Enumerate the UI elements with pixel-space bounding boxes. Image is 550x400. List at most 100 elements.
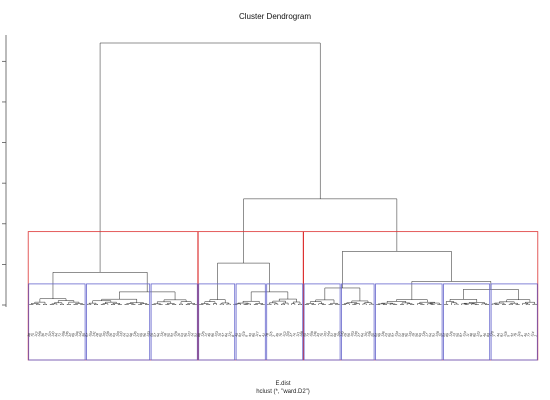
leaf-label: 56 bbox=[414, 332, 419, 337]
leaf-label: 4 bbox=[258, 334, 262, 337]
leaf-label: 47 bbox=[221, 332, 226, 337]
leaf-label: 35 bbox=[302, 332, 307, 337]
leaf-label: 100 bbox=[115, 331, 120, 338]
leaf-label: 45 bbox=[234, 332, 239, 337]
leaf-label: 124 bbox=[462, 331, 467, 338]
leaf-label: 53 bbox=[180, 332, 185, 337]
leaf-label: 82 bbox=[238, 332, 243, 337]
leaf-label: 132 bbox=[408, 331, 413, 338]
leaf-label: 57 bbox=[153, 332, 158, 337]
leaf-label: 91 bbox=[431, 332, 436, 337]
leaf-label: 119 bbox=[241, 331, 246, 337]
leaf-label: 105 bbox=[336, 331, 341, 338]
leaf-label: 29 bbox=[343, 332, 348, 337]
leaf-label: 141 bbox=[91, 331, 96, 338]
leaf-label: 143 bbox=[78, 331, 83, 338]
leaf-label: 12 bbox=[204, 332, 209, 337]
leaf-label: 145 bbox=[64, 331, 69, 338]
leaf-label: 68 bbox=[333, 332, 338, 337]
leaf-label: 95 bbox=[404, 332, 409, 337]
leaf-label: 135 bbox=[132, 331, 137, 338]
leaf-label: 148 bbox=[299, 331, 304, 338]
leaf-label: 3 bbox=[520, 334, 524, 337]
leaf-label: 15 bbox=[438, 332, 443, 337]
leaf-label: 101 bbox=[363, 331, 368, 338]
leaf-label: 71 bbox=[57, 332, 62, 337]
leaf-label: 77 bbox=[527, 332, 532, 337]
leaf-label: 32 bbox=[68, 332, 73, 337]
leaf-label: 42 bbox=[510, 332, 515, 337]
leaf-label: 117 bbox=[255, 331, 260, 337]
leaf-label: 130 bbox=[421, 331, 426, 338]
leaf-label: 86 bbox=[210, 332, 215, 337]
leaf-label: 16 bbox=[176, 332, 181, 337]
leaf-label: 50 bbox=[455, 332, 460, 337]
leaf-label: 137 bbox=[119, 331, 124, 338]
leaf-label: 48 bbox=[469, 332, 474, 337]
leaf-label: 115 bbox=[268, 331, 273, 337]
leaf-label: 120 bbox=[489, 331, 494, 338]
leaf-label: 72 bbox=[306, 332, 311, 337]
cluster-rect-k3 bbox=[303, 231, 539, 361]
leaf-label: 84 bbox=[224, 332, 229, 337]
leaf-label: 74 bbox=[292, 332, 297, 337]
leaf-label: 36 bbox=[40, 332, 45, 337]
leaf-label: 85 bbox=[472, 332, 477, 337]
leaf-label: 38 bbox=[27, 332, 32, 337]
leaf-label: 55 bbox=[166, 332, 171, 337]
leaf-label: 17 bbox=[425, 332, 430, 337]
cluster-rectangles bbox=[27, 231, 539, 361]
leaf-label: 40 bbox=[523, 332, 528, 337]
leaf-label: 150 bbox=[285, 331, 290, 338]
leaf-label: 66 bbox=[346, 332, 351, 337]
leaf-label: 33 bbox=[316, 332, 321, 337]
cluster-rect-k3 bbox=[197, 231, 304, 361]
cluster-rect-k12 bbox=[375, 283, 443, 361]
leaf-label: 75 bbox=[30, 332, 35, 337]
leaf-label: 83 bbox=[486, 332, 491, 337]
leaf-label: 123 bbox=[214, 331, 219, 338]
leaf-label: 11 bbox=[465, 333, 470, 338]
leaf-label: 39 bbox=[275, 332, 280, 337]
leaf-label: 103 bbox=[350, 331, 355, 338]
cluster-rect-k12 bbox=[490, 283, 538, 361]
leaf-label: 73 bbox=[44, 332, 49, 337]
leaf-label: 127 bbox=[187, 331, 192, 338]
leaf-label: 43 bbox=[248, 332, 253, 337]
leaf-label: 28 bbox=[95, 332, 100, 337]
leaf-label: 30 bbox=[81, 332, 86, 337]
leaf-label: 54 bbox=[428, 332, 433, 337]
leaf-label: 107 bbox=[323, 331, 328, 338]
leaf-label: 146 bbox=[312, 331, 317, 338]
y-axis bbox=[2, 35, 7, 307]
leaf-label: 89 bbox=[445, 332, 450, 337]
leaf-label: 80 bbox=[251, 332, 256, 337]
leaf-label: 98 bbox=[129, 332, 134, 337]
leaf-label: 121 bbox=[227, 331, 232, 338]
leaf-label: 138 bbox=[367, 331, 372, 338]
leaf-label: 142 bbox=[340, 331, 345, 338]
leaf-label: 108 bbox=[61, 331, 66, 338]
leaf-label: 147 bbox=[51, 331, 56, 338]
cluster-rect-k12 bbox=[443, 283, 491, 361]
leaf-label: 61 bbox=[125, 332, 130, 337]
leaf-label: 21 bbox=[397, 332, 402, 337]
leaf-label: 81 bbox=[499, 332, 504, 337]
leaf-label: 49 bbox=[207, 332, 212, 337]
leaf-label: 125 bbox=[200, 331, 205, 338]
leaf-label: 22 bbox=[136, 332, 141, 337]
leaf-label: 87 bbox=[459, 332, 464, 337]
leaf-label: 90 bbox=[183, 332, 188, 337]
cluster-rect-k12 bbox=[266, 283, 304, 361]
cluster-rect-k12 bbox=[341, 283, 375, 361]
leaf-label: 59 bbox=[139, 332, 144, 337]
leaf-label: 109 bbox=[309, 331, 314, 338]
leaf-label: 79 bbox=[513, 332, 518, 337]
leaf-label: 94 bbox=[156, 332, 161, 337]
leaf-label: 136 bbox=[380, 331, 385, 338]
leaf-label: 76 bbox=[278, 332, 283, 337]
leaf-label: 140 bbox=[353, 331, 358, 338]
dendrogram-tree bbox=[29, 42, 537, 305]
leaf-label: 134 bbox=[394, 331, 399, 338]
